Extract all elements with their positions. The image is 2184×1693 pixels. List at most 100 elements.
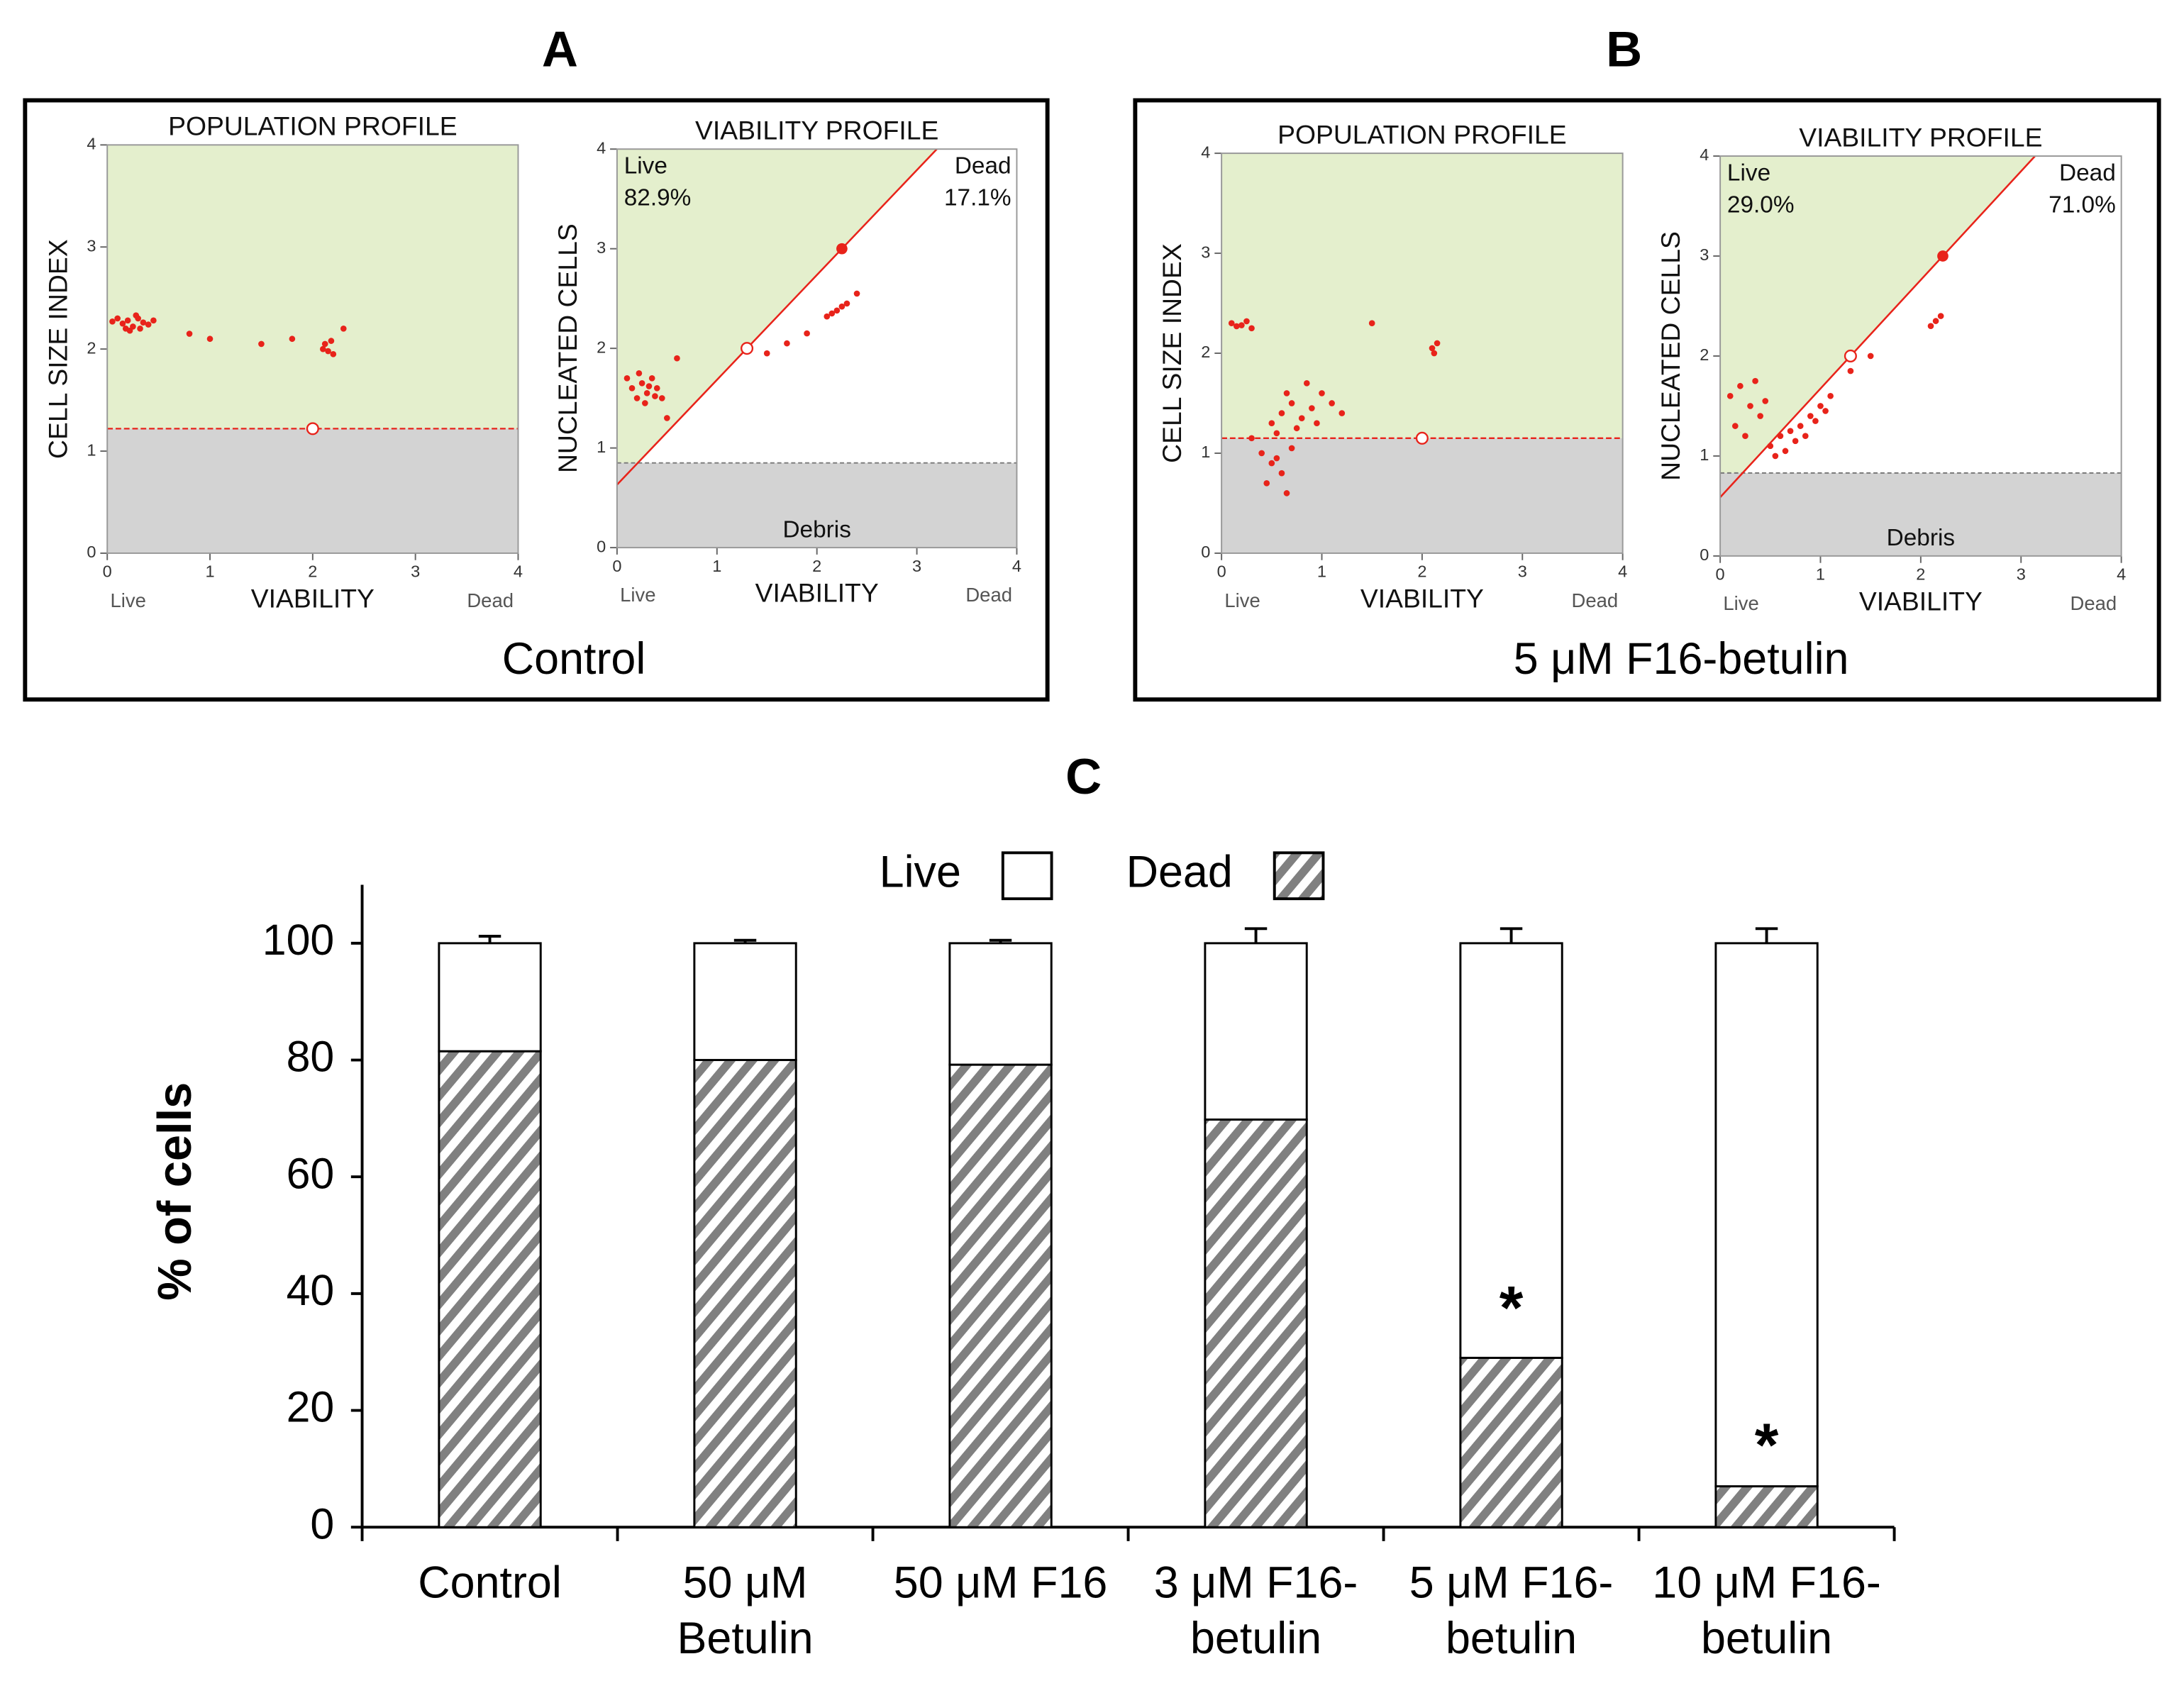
y-tick-label: 3 (1700, 245, 1709, 264)
event-dot (145, 321, 152, 328)
region-percent: 71.0% (2049, 192, 2116, 218)
y-tick-label: 4 (597, 138, 606, 157)
region-label: Debris (782, 516, 850, 543)
y-axis-label: CELL SIZE INDEX (43, 239, 72, 459)
event-dot (140, 319, 147, 326)
x-tick-label: 2 (1417, 562, 1426, 581)
y-tick-label: 1 (597, 438, 606, 456)
event-dot (1258, 450, 1265, 457)
event-dot (636, 370, 643, 377)
plot-title: POPULATION PROFILE (1277, 119, 1566, 149)
plot-frame (106, 144, 519, 554)
bar-segment (1204, 942, 1308, 1121)
event-dot (1762, 398, 1769, 404)
event-dot (1726, 393, 1734, 399)
event-dot (126, 327, 133, 334)
y-tick-label: 2 (87, 338, 96, 357)
x-tick-label: 1 (205, 562, 214, 581)
y-tick-label: 2 (1201, 343, 1210, 361)
event-dot (642, 400, 648, 406)
gate-handle (306, 422, 319, 435)
region-label: Live (1727, 160, 1770, 186)
y-tick-label: 2 (1700, 345, 1709, 364)
legend-label: Dead (1126, 847, 1233, 897)
event-dot (1338, 410, 1346, 416)
x-tick-label: 3 (2017, 565, 2026, 584)
event-dot (119, 320, 126, 327)
x-tick-label: 1 (1816, 565, 1825, 584)
plot-title: POPULATION PROFILE (168, 111, 457, 141)
event-dot (1278, 410, 1285, 416)
y-tick-label: 3 (1201, 243, 1210, 261)
event-dot (1927, 323, 1934, 329)
event-dot (1937, 313, 1944, 319)
bar-segment (1714, 942, 1819, 1488)
gate-handle (1844, 349, 1857, 362)
y-tick-label: 3 (597, 238, 606, 257)
x-tick-label: 4 (514, 562, 523, 581)
event-dot (633, 395, 641, 401)
region-label: Dead (2059, 160, 2116, 186)
excluded-region (1221, 438, 1623, 553)
event-dot (1329, 400, 1335, 406)
event-dot (1288, 400, 1295, 406)
x-end-label: Dead (467, 589, 514, 611)
event-dot (664, 415, 670, 421)
event-dot (628, 385, 636, 392)
x-tick-label: 50 μM (683, 1558, 808, 1607)
significance-mark: * (1755, 1411, 1779, 1480)
event-dot (1319, 390, 1325, 396)
y-tick-label: 4 (1201, 143, 1210, 161)
event-dot (1238, 322, 1245, 328)
event-dot (1757, 413, 1763, 419)
x-tick-label: 0 (1217, 562, 1226, 581)
event-dot (289, 335, 296, 343)
event-dot (638, 379, 645, 387)
event-dot (1434, 340, 1441, 347)
event-dot (1298, 415, 1305, 421)
plot-frame (1719, 155, 2122, 557)
region-percent: 29.0% (1727, 192, 1795, 218)
live-region (616, 149, 937, 463)
y-tick-label: 80 (287, 1033, 335, 1081)
event-dot (325, 348, 331, 355)
legend-swatch (1273, 851, 1325, 901)
plot-frame (616, 148, 1018, 549)
x-tick-label: 3 (912, 557, 921, 575)
gate-handle (1937, 250, 1949, 262)
x-tick-label: 4 (1012, 557, 1021, 575)
x-tick-label: 0 (612, 557, 621, 575)
event-dot (833, 307, 841, 314)
panel-letter: C (1065, 748, 1102, 804)
event-dot (137, 326, 143, 332)
x-tick-label: 10 μM F16- (1652, 1558, 1881, 1607)
event-dot (109, 318, 116, 325)
bar-segment (438, 1050, 542, 1528)
event-dot (1752, 377, 1758, 384)
event-dot (133, 312, 140, 318)
legend-swatch (1001, 851, 1053, 901)
event-dot (1278, 470, 1285, 477)
x-end-label: Dead (1572, 589, 1619, 611)
x-tick-label: betulin (1701, 1614, 1832, 1663)
event-dot (1228, 320, 1235, 327)
y-axis-label: NUCLEATED CELLS (1656, 231, 1685, 481)
y-axis-label: NUCLEATED CELLS (553, 223, 582, 473)
event-dot (114, 315, 121, 322)
y-tick-label: 1 (1700, 445, 1709, 464)
y-tick-label: 4 (87, 135, 96, 153)
gate-line (1719, 155, 2036, 499)
gate-handle (836, 243, 848, 255)
event-dot (1273, 430, 1280, 437)
event-dot (1268, 420, 1275, 427)
event-dot (1812, 418, 1819, 424)
panel-letter: A (542, 21, 578, 77)
x-tick-label: 1 (1317, 562, 1326, 581)
event-dot (763, 350, 770, 357)
plot-frame (1221, 152, 1624, 554)
y-tick-label: 3 (87, 236, 96, 255)
panel-frame (23, 98, 1050, 702)
y-axis-label: CELL SIZE INDEX (1157, 243, 1187, 463)
x-tick-label: 0 (1716, 565, 1725, 584)
plot-title: VIABILITY PROFILE (1799, 122, 2042, 152)
